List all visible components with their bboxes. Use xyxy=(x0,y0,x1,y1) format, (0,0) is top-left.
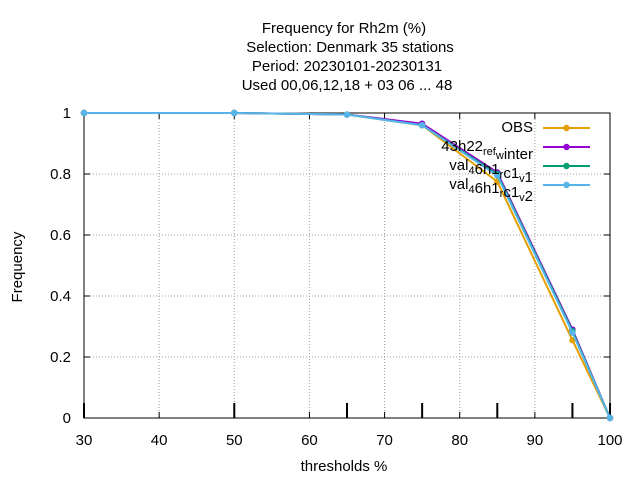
legend-subscript: ref xyxy=(483,146,497,158)
x-tick-label: 70 xyxy=(376,432,393,449)
legend-label: OBS xyxy=(501,119,533,136)
series-3 xyxy=(80,109,614,422)
legend-label: val46h1rc1v1 xyxy=(449,157,533,186)
legend-text: c1 xyxy=(503,184,519,201)
legend-subscript: w xyxy=(495,150,504,162)
legend-text: inter xyxy=(504,146,533,163)
chart-title: Frequency for Rh2m (%) Selection: Denmar… xyxy=(242,20,454,94)
legend-subscript: 4 xyxy=(468,184,474,196)
data-point xyxy=(80,109,88,117)
title-line-2: Selection: Denmark 35 stations xyxy=(246,39,454,56)
data-point xyxy=(231,109,238,117)
legend-text: val xyxy=(449,157,468,174)
x-tick-label: 50 xyxy=(226,432,243,449)
x-tick-label: 30 xyxy=(76,432,93,449)
legend-text: c1 xyxy=(503,165,519,182)
y-axis-label: Frequency xyxy=(9,231,26,302)
legend-swatch-point xyxy=(563,162,570,170)
legend-text: OBS xyxy=(501,119,533,136)
x-tick-label: 60 xyxy=(301,432,318,449)
tick-labels: 0 0.2 0.4 0.6 0.8 1 30 40 50 60 70 80 90 100 xyxy=(50,105,622,449)
data-point xyxy=(343,111,351,118)
legend-entry-4: val46h1rc1v2 xyxy=(449,176,590,205)
x-tick-label: 90 xyxy=(527,432,544,449)
legend-text: 6h1 xyxy=(475,161,500,178)
legend-text: 2 xyxy=(525,188,533,205)
data-point xyxy=(494,172,501,179)
legend-subscript: v xyxy=(519,192,525,204)
legend-subscript: r xyxy=(500,188,504,200)
data-point xyxy=(418,122,426,129)
x-tick-label: 40 xyxy=(151,432,168,449)
series-group xyxy=(80,109,614,422)
y-tick-label: 0.8 xyxy=(50,166,71,183)
title-line-4: Used 00,06,12,18 + 03 06 ... 48 xyxy=(242,77,453,94)
series-4 xyxy=(80,109,614,422)
y-tick-label: 0.6 xyxy=(50,227,71,244)
legend-swatch-point xyxy=(563,181,570,189)
legend-text: 43h22 xyxy=(441,138,483,155)
y-tick-label: 0.2 xyxy=(50,349,71,366)
legend-swatch-point xyxy=(563,124,570,132)
legend-subscript: 4 xyxy=(468,165,474,177)
y-tick-label: 1 xyxy=(63,105,71,122)
x-tick-label: 100 xyxy=(597,432,622,449)
legend-label: val46h1rc1v2 xyxy=(449,176,533,205)
legend-subscript: v xyxy=(519,173,525,185)
y-tick-label: 0.4 xyxy=(50,288,71,305)
legend-text: 1 xyxy=(525,169,533,186)
legend-text: 6h1 xyxy=(475,180,500,197)
title-line-1: Frequency for Rh2m (%) xyxy=(262,20,426,37)
x-axis-label: thresholds % xyxy=(301,458,388,475)
data-point xyxy=(569,329,576,336)
legend-entry-2: 43h22refwinter xyxy=(441,138,590,163)
legend-entry-1: OBS xyxy=(501,119,590,136)
legend-text: val xyxy=(449,176,468,193)
title-line-3: Period: 20230101-20230131 xyxy=(252,58,442,75)
series-2 xyxy=(80,109,614,422)
legend-label: 43h22refwinter xyxy=(441,138,533,163)
legend-subscript: r xyxy=(500,169,504,181)
legend-swatch-point xyxy=(563,143,570,151)
y-tick-label: 0 xyxy=(63,410,71,427)
legend-entry-3: val46h1rc1v1 xyxy=(449,157,590,186)
data-point xyxy=(606,414,614,422)
series-1 xyxy=(80,109,614,422)
x-tick-label: 80 xyxy=(451,432,468,449)
legend: OBS43h22refwinterval46h1rc1v1val46h1rc1v… xyxy=(441,119,590,205)
